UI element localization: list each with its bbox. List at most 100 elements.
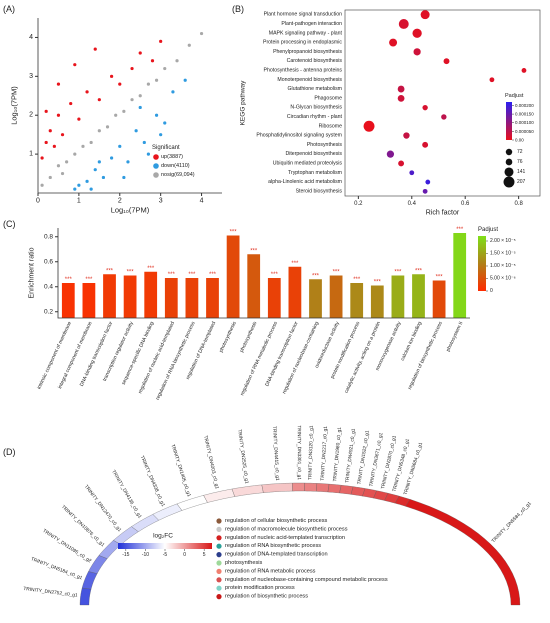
bar — [288, 266, 302, 318]
gene-segment — [261, 482, 293, 493]
x-tick-label: 2 — [118, 198, 122, 205]
point — [163, 66, 167, 71]
x-tick-label: 4 — [200, 198, 204, 205]
point — [40, 183, 44, 187]
significance-label: *** — [147, 266, 155, 272]
legend-swatch — [216, 585, 222, 591]
point — [69, 101, 73, 106]
size-legend-label: 72 — [517, 149, 523, 155]
colorbar-tick-label: 1.50 × 10⁻⁵ — [490, 251, 516, 257]
y-tick-label: alpha-Linolenic acid metabolism — [268, 179, 342, 185]
point — [110, 74, 114, 78]
legend-swatch — [216, 543, 222, 549]
gene-label: TRINITY_DN4921_c0_g1 — [344, 428, 357, 483]
bubble — [397, 85, 405, 93]
bubble — [422, 141, 429, 148]
significance-label: *** — [456, 227, 464, 233]
y-tick-label: Phagosome — [314, 95, 342, 101]
point — [85, 179, 89, 183]
legend-label: regulation of cellular biosynthetic proc… — [225, 518, 327, 524]
point — [93, 168, 97, 172]
significance-label: *** — [291, 261, 299, 267]
bar — [185, 278, 199, 318]
point — [89, 187, 93, 191]
y-tick-label: Diterpenoid biosynthesis — [285, 151, 342, 157]
colorbar-title: Padjust — [505, 93, 524, 99]
bar — [164, 278, 178, 318]
significance-label: *** — [374, 280, 382, 286]
legend-label: up(3887) — [161, 154, 183, 160]
gene-segment — [327, 483, 342, 494]
colorbar-tick-label: 0.000050 — [515, 129, 534, 134]
gene-segment — [405, 499, 521, 606]
point — [65, 160, 69, 164]
size-legend-label: 207 — [517, 179, 526, 185]
bar — [432, 280, 446, 318]
x-tick-label: 0 — [36, 198, 40, 205]
legend-label: protein modification process — [225, 585, 295, 591]
gene-label: TRINITY_DN3120_c0_g1 — [307, 425, 314, 480]
gene-segment — [292, 482, 305, 492]
gene-label: TRINITY_DN5584_c0_g1 — [491, 500, 533, 544]
colorbar-tick-label: 0.000100 — [515, 120, 534, 125]
y-tick-label: Circadian rhythm - plant — [287, 114, 343, 120]
bubble — [386, 150, 395, 158]
y-tick-label: 0.8 — [44, 233, 53, 240]
colorbar-tick-label: 5 — [203, 552, 206, 558]
point — [97, 160, 101, 164]
legend-label: regulation of RNA biosynthetic process — [225, 543, 321, 549]
panel-label: (D) — [3, 447, 16, 457]
point — [146, 152, 150, 156]
y-tick-label: Phenylpropanoid biosynthesis — [273, 49, 342, 55]
point — [199, 31, 204, 36]
y-tick-label: 2 — [29, 112, 33, 119]
y-axis-label: Enrichment ratio — [29, 247, 36, 298]
significance-label: *** — [188, 272, 196, 278]
x-tick-label: 0.8 — [514, 201, 523, 207]
legend-label: regulation of nucleic acid-templated tra… — [225, 535, 345, 541]
gene-label: TRINITY_DN4003_c0_g1 — [202, 435, 220, 490]
bubble — [413, 48, 421, 56]
legend-swatch — [153, 163, 159, 169]
bar — [144, 271, 158, 318]
bubble — [422, 188, 428, 194]
x-tick-label: photosynthesis — [239, 320, 259, 353]
colorbar-tick-label: 1.00 × 10⁻⁵ — [490, 263, 516, 269]
x-tick-label: regulation of nucleic acid-templated — [137, 321, 176, 395]
point — [56, 82, 61, 86]
legend-swatch — [216, 535, 222, 541]
gene-label: TRINITY_DN11095_c0_g2 — [41, 528, 92, 564]
x-axis-label: Log₁₀(7PM) — [111, 206, 150, 215]
x-tick-label: regulation of nucleobase-containing — [281, 321, 320, 395]
y-tick-label: 0.2 — [44, 308, 53, 315]
y-tick-label: Photosynthesis — [307, 142, 343, 148]
point — [97, 129, 101, 133]
gene-label: TRINITY_DN1405_c0_g1 — [169, 444, 191, 498]
point — [134, 129, 138, 133]
colorbar-tick-label: 5.00 × 10⁻⁶ — [490, 276, 516, 282]
significance-label: *** — [353, 277, 361, 283]
x-tick-label: regulation of RNA biosynthetic process — [155, 320, 197, 401]
legend-swatch — [216, 594, 222, 600]
point — [110, 156, 114, 160]
x-tick-label: 0.4 — [408, 201, 417, 207]
y-tick-label: Ribosome — [319, 123, 342, 129]
significance-label: *** — [415, 268, 423, 274]
point — [97, 98, 101, 102]
point — [146, 82, 150, 86]
y-tick-label: N-Glycan biosynthesis — [290, 105, 342, 111]
point — [89, 140, 93, 145]
legend-swatch — [216, 568, 222, 575]
significance-label: *** — [271, 272, 279, 278]
point — [85, 90, 89, 94]
point — [105, 125, 110, 129]
bubble — [409, 170, 415, 176]
point — [118, 144, 122, 148]
point — [163, 121, 167, 125]
bar — [247, 254, 261, 318]
bar — [309, 279, 322, 318]
gene-segment — [79, 587, 92, 606]
bubble — [412, 28, 422, 38]
size-legend-swatch — [505, 158, 513, 166]
bubble — [403, 132, 410, 139]
